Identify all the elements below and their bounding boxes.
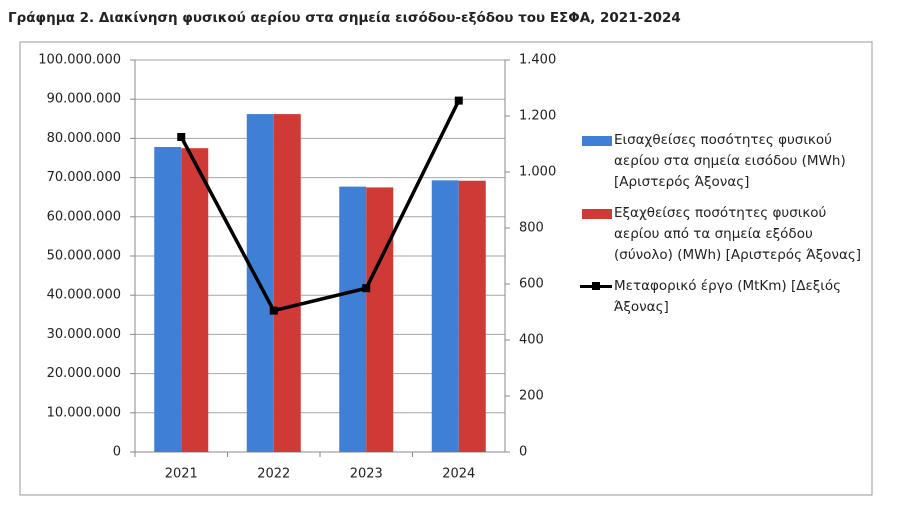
bar — [181, 148, 209, 452]
y-tick-label: 70.000.000 — [47, 170, 121, 185]
x-tick-label: 2022 — [257, 467, 290, 482]
y-tick-label: 20.000.000 — [47, 366, 121, 381]
y-tick-label: 0 — [113, 445, 121, 460]
y-tick-label: 60.000.000 — [47, 209, 121, 224]
x-tick-label: 2023 — [350, 467, 383, 482]
y2-tick-label: 600 — [519, 277, 544, 292]
y2-tick-label: 1.000 — [519, 165, 556, 180]
bar — [154, 147, 182, 453]
bar — [339, 186, 367, 452]
line-marker — [177, 133, 186, 141]
y-tick-label: 40.000.000 — [47, 288, 121, 303]
y-tick-label: 80.000.000 — [47, 131, 121, 146]
bar — [273, 114, 301, 452]
y2-tick-label: 400 — [519, 333, 544, 348]
y2-tick-label: 0 — [519, 445, 527, 460]
legend-swatch — [578, 203, 614, 224]
bar — [366, 187, 394, 452]
y-tick-label: 100.000.000 — [38, 53, 121, 68]
line — [179, 99, 461, 313]
y2-tick-label: 1.400 — [519, 53, 556, 68]
legend-swatch — [578, 276, 614, 297]
legend-item: Εισαχθείσες ποσότητες φυσικού αερίου στα… — [578, 130, 868, 193]
x-tick-label: 2021 — [165, 467, 198, 482]
legend-item: Εξαχθείσες ποσότητες φυσικού αερίου από … — [578, 203, 868, 266]
legend-label: Εξαχθείσες ποσότητες φυσικού αερίου από … — [614, 205, 862, 263]
x-tick-label: 2024 — [442, 467, 475, 482]
bar — [458, 180, 486, 452]
chart-title: Γράφημα 2. Διακίνηση φυσικού αερίου στα … — [8, 10, 681, 26]
legend: Εισαχθείσες ποσότητες φυσικού αερίου στα… — [578, 130, 868, 328]
y2-tick-label: 800 — [519, 221, 544, 236]
bar — [431, 180, 459, 452]
legend-swatch — [578, 130, 614, 151]
y2-tick-label: 1.200 — [519, 109, 556, 124]
legend-label: Μεταφορικό έργο (MtKm) [Δεξιός Άξονας] — [614, 278, 842, 315]
y-tick-label: 30.000.000 — [47, 327, 121, 342]
line-marker — [362, 284, 371, 293]
line-marker — [269, 306, 278, 315]
line-marker — [454, 96, 463, 105]
y2-tick-label: 200 — [519, 389, 544, 404]
legend-item: Μεταφορικό έργο (MtKm) [Δεξιός Άξονας] — [578, 276, 868, 318]
y-tick-label: 50.000.000 — [47, 249, 121, 264]
y-tick-label: 90.000.000 — [47, 92, 121, 107]
chart-border — [19, 41, 873, 496]
legend-label: Εισαχθείσες ποσότητες φυσικού αερίου στα… — [614, 132, 846, 190]
y-tick-label: 10.000.000 — [47, 405, 121, 420]
